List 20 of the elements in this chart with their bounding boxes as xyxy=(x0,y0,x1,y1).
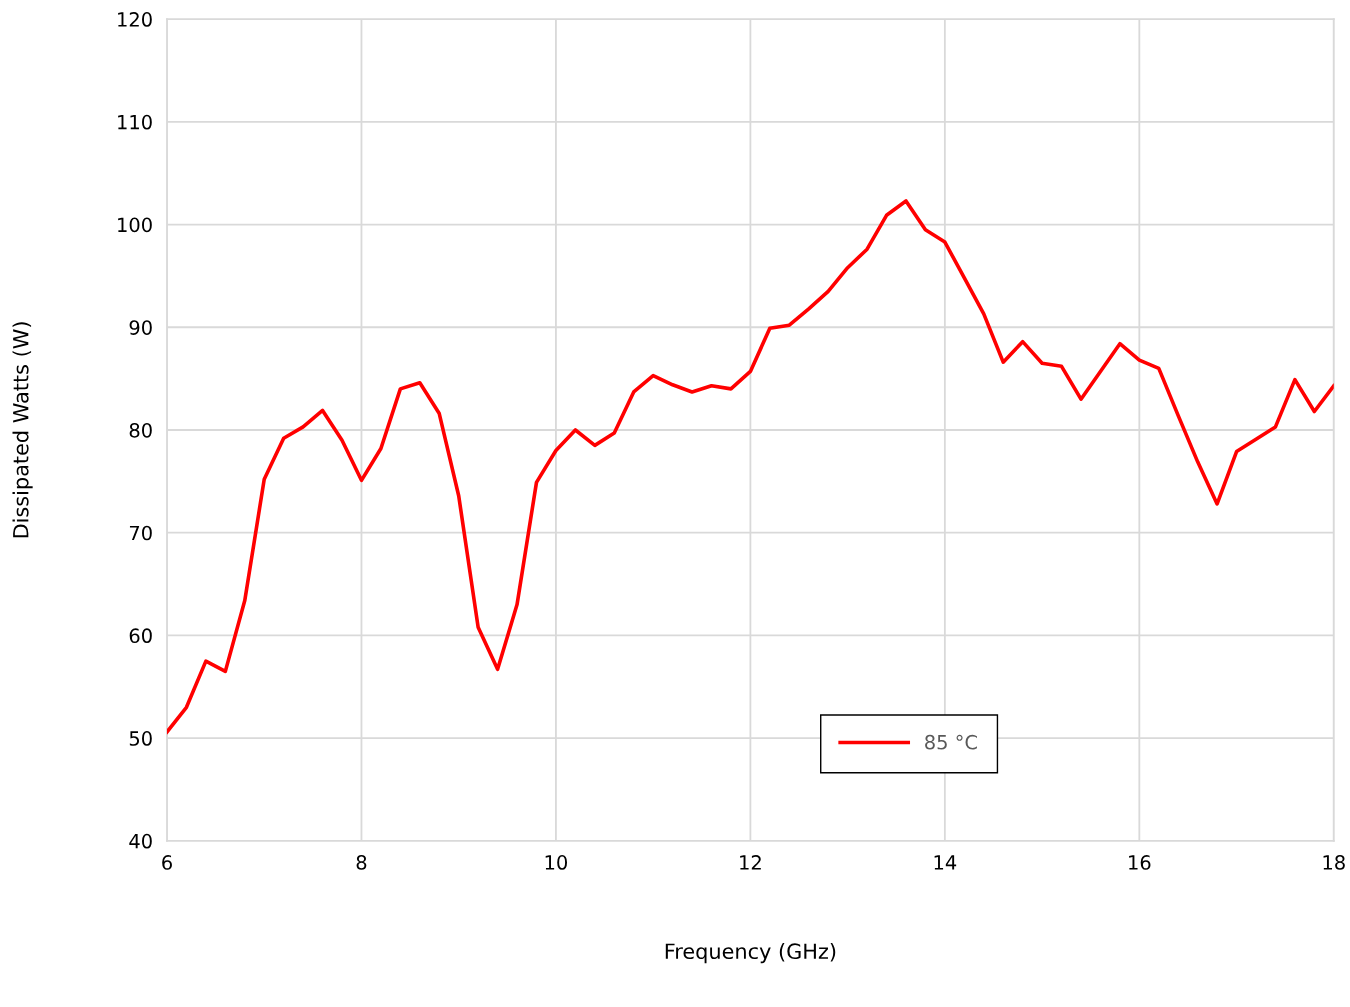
y-tick-label: 70 xyxy=(129,525,152,541)
x-tick-label: 12 xyxy=(740,855,761,870)
y-tick-label: 80 xyxy=(129,422,152,438)
x-tick-label: 14 xyxy=(934,855,957,870)
x-tick-label: 8 xyxy=(356,855,367,870)
y-axis-title: Dissipated Watts (W) xyxy=(12,322,33,538)
y-tick-label: 50 xyxy=(129,731,152,746)
y-tick-label: 120 xyxy=(118,12,152,27)
x-tick-label: 10 xyxy=(545,855,568,870)
y-tick-label: 60 xyxy=(129,628,152,644)
x-tick-label: 16 xyxy=(1129,855,1151,870)
x-axis-title: Frequency (GHz) xyxy=(665,943,836,964)
line-series xyxy=(166,199,1334,734)
y-tick-label: 90 xyxy=(129,320,152,335)
legend-label: 85 °C xyxy=(925,734,977,750)
y-tick-label: 40 xyxy=(129,833,152,849)
x-tick-label: 6 xyxy=(162,855,172,870)
y-tick-label: 100 xyxy=(118,217,152,233)
y-tick-label: 110 xyxy=(118,114,152,130)
x-tick-label: 18 xyxy=(1323,855,1345,870)
